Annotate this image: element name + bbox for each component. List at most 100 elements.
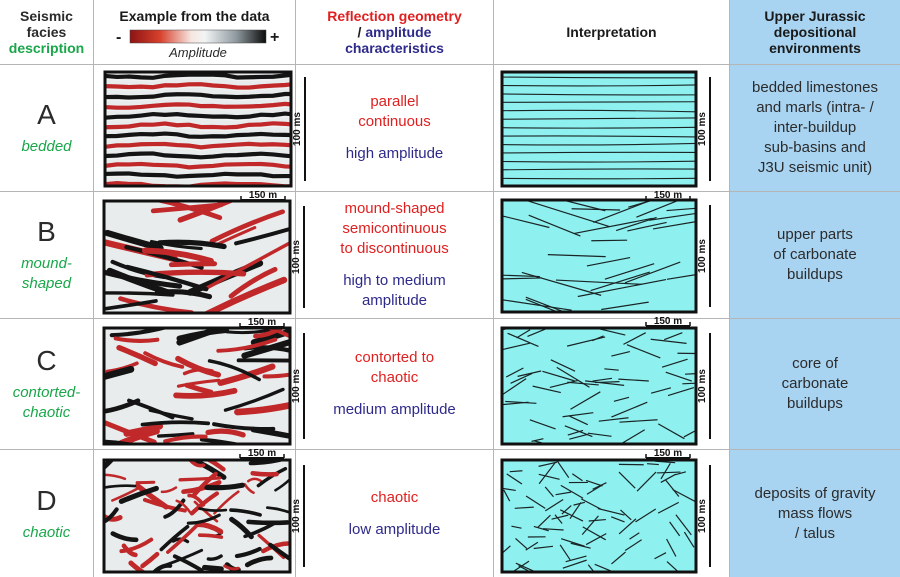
interpretation-frame — [500, 326, 698, 446]
facies-description: bedded — [21, 137, 71, 157]
interpretation-panel — [502, 328, 696, 444]
geometry-cell-c: contorted to chaotic medium amplitude — [296, 319, 493, 449]
amplitude-line: high to medium — [343, 272, 446, 289]
seismic-image — [104, 201, 290, 313]
grid-line — [493, 0, 494, 577]
reflection-geometry-line: mound-shaped — [344, 200, 445, 217]
interpretation-lines — [502, 76, 696, 180]
header-geometry-slash: / — [357, 24, 362, 40]
facies-description-line: chaotic — [22, 523, 71, 541]
facies-letter: D — [36, 484, 57, 516]
vertical-scale-label: 100 ms — [697, 112, 708, 146]
facies-description-line: mound- — [21, 255, 72, 272]
facies-description-line: contorted- — [12, 384, 81, 401]
facies-description-line: shaped — [21, 275, 72, 292]
environment-line: bedded limestones — [752, 79, 878, 96]
interpretation-panel — [502, 72, 696, 186]
facies-description-line: bedded — [21, 138, 72, 155]
amplitude-line: high amplitude — [345, 145, 444, 162]
header-example-title: Example from the data — [119, 8, 270, 24]
vertical-scale-label: 100 ms — [291, 499, 302, 533]
reflection-geometry-line: contorted to — [354, 349, 435, 366]
header-geometry-line2: amplitude — [365, 24, 432, 40]
grid-line — [0, 449, 900, 450]
header-geometry-line3: characteristics — [345, 40, 444, 56]
geometry-cell-d: chaotic low amplitude — [296, 450, 493, 577]
header-facies-line1: Seismic — [20, 8, 73, 24]
header-facies-line3: description — [8, 40, 85, 56]
reflection-geometry-line: parallel — [370, 93, 419, 110]
vertical-scale-label: 100 ms — [291, 240, 302, 274]
environment-cell-b: upper parts of carbonate buildups — [730, 192, 900, 318]
facies-letter: B — [37, 216, 56, 247]
environment-line: upper parts — [777, 226, 853, 243]
environment-line: and marls (intra- / — [756, 99, 874, 116]
facies-description-line: chaotic — [22, 404, 71, 421]
vertical-scale-label: 100 ms — [697, 499, 708, 533]
amplitude-label: Amplitude — [168, 45, 227, 60]
environment-cell-d: deposits of gravity mass flows / talus — [730, 450, 900, 577]
vertical-scale-label: 100 ms — [697, 369, 708, 403]
horizontal-scale-label: 150 m — [248, 448, 276, 459]
amplitude-gradient-bar — [129, 29, 267, 44]
reflection-geometry-line: continuous — [358, 113, 431, 130]
vertical-scale-label: 100 ms — [291, 369, 302, 403]
environment-line: inter-buildup — [773, 119, 857, 136]
header-interpretation: Interpretation — [494, 0, 729, 64]
header-facies-line2: facies — [26, 24, 67, 40]
seismic-image-frame — [103, 70, 293, 188]
interpretation-panel — [502, 460, 696, 572]
amplitude-characteristics: high to medium amplitude — [343, 271, 446, 311]
horizontal-scale-label: 150 m — [249, 190, 277, 201]
horizontal-scale-label: 150 m — [654, 448, 682, 459]
environment-line: mass flows — [777, 504, 853, 522]
horizontal-scale-label: 150 m — [654, 190, 682, 201]
grid-line — [729, 0, 730, 577]
header-environment: Upper Jurassic depositional environments — [730, 0, 900, 64]
environment-line: carbonate — [781, 375, 849, 392]
environment-line: / talus — [794, 524, 836, 542]
vertical-scale-label: 100 ms — [697, 239, 708, 273]
header-geometry: Reflection geometry / amplitude characte… — [296, 0, 493, 64]
reflection-geometry: chaotic — [371, 488, 419, 508]
reflection-geometry-line: semicontinuous — [342, 220, 447, 237]
amplitude-line: medium amplitude — [333, 401, 456, 418]
amplitude-characteristics: high amplitude — [346, 144, 444, 164]
amplitude-plus-label: + — [270, 29, 279, 46]
amplitude-colorbar: - + Amplitude — [116, 29, 279, 60]
header-interpretation-title: Interpretation — [566, 24, 657, 40]
grid-line — [0, 318, 900, 319]
facies-description: chaotic — [23, 523, 71, 543]
environment-cell-a: bedded limestones and marls (intra- / inte… — [730, 65, 900, 191]
reflection-geometry-line: chaotic — [370, 369, 419, 386]
environment-line: core of — [792, 355, 838, 372]
horizontal-scale-label: 150 m — [248, 317, 276, 328]
seismic-image-frame — [102, 458, 292, 574]
horizontal-scale-label: 150 m — [654, 316, 682, 327]
vertical-scale-label: 100 ms — [292, 112, 303, 146]
environment-line: of carbonate — [773, 246, 857, 263]
interpretation-lines — [502, 328, 696, 444]
amplitude-line: amplitude — [361, 292, 428, 309]
header-facies: Seismic facies description — [0, 0, 93, 64]
header-example: Example from the data - + Amplitude — [94, 0, 295, 64]
facies-letter: C — [36, 345, 57, 376]
interpretation-frame — [500, 458, 698, 574]
facies-description: contorted-chaotic — [13, 383, 81, 423]
amplitude-line: low amplitude — [348, 520, 441, 538]
amplitude-characteristics: low amplitude — [349, 520, 441, 540]
environment-line: sub-basins and — [764, 139, 866, 156]
interpretation-frame — [500, 70, 698, 188]
grid-line — [0, 64, 900, 65]
reflection-geometry: contorted to chaotic — [355, 348, 434, 388]
interpretation-lines — [502, 200, 696, 312]
reflection-geometry: mound-shaped semicontinuous to discontinuo… — [340, 199, 448, 259]
interpretation-frame — [500, 198, 698, 314]
facies-description: mound-shaped — [21, 254, 72, 294]
seismic-image-frame — [102, 326, 292, 446]
